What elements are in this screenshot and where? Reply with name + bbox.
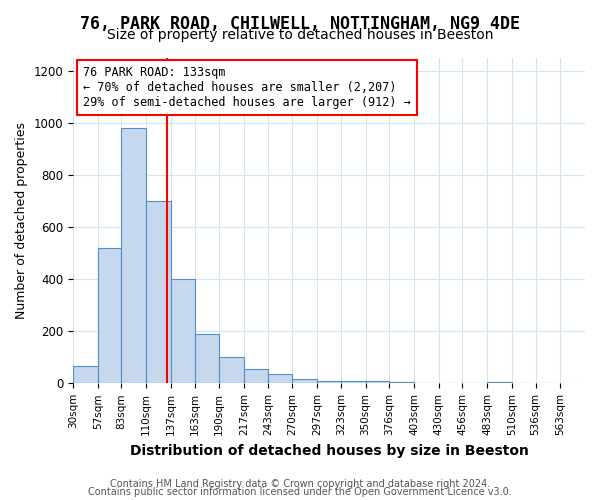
Bar	[244, 369, 268, 384]
Bar	[220, 358, 244, 384]
Bar	[194, 334, 220, 384]
X-axis label: Distribution of detached houses by size in Beeston: Distribution of detached houses by size …	[130, 444, 529, 458]
Bar	[341, 380, 365, 384]
Bar	[121, 128, 146, 384]
Bar	[389, 382, 414, 384]
Bar	[73, 366, 98, 384]
Bar	[487, 382, 512, 384]
Bar	[317, 380, 341, 384]
Bar	[146, 201, 171, 384]
Bar	[98, 248, 121, 384]
Bar	[268, 374, 292, 384]
Text: 76, PARK ROAD, CHILWELL, NOTTINGHAM, NG9 4DE: 76, PARK ROAD, CHILWELL, NOTTINGHAM, NG9…	[80, 15, 520, 33]
Text: Contains public sector information licensed under the Open Government Licence v3: Contains public sector information licen…	[88, 487, 512, 497]
Text: Size of property relative to detached houses in Beeston: Size of property relative to detached ho…	[107, 28, 493, 42]
Bar	[365, 380, 389, 384]
Bar	[171, 279, 194, 384]
Y-axis label: Number of detached properties: Number of detached properties	[15, 122, 28, 319]
Bar	[292, 380, 317, 384]
Bar	[414, 383, 439, 384]
Text: 76 PARK ROAD: 133sqm
← 70% of detached houses are smaller (2,207)
29% of semi-de: 76 PARK ROAD: 133sqm ← 70% of detached h…	[83, 66, 411, 108]
Text: Contains HM Land Registry data © Crown copyright and database right 2024.: Contains HM Land Registry data © Crown c…	[110, 479, 490, 489]
